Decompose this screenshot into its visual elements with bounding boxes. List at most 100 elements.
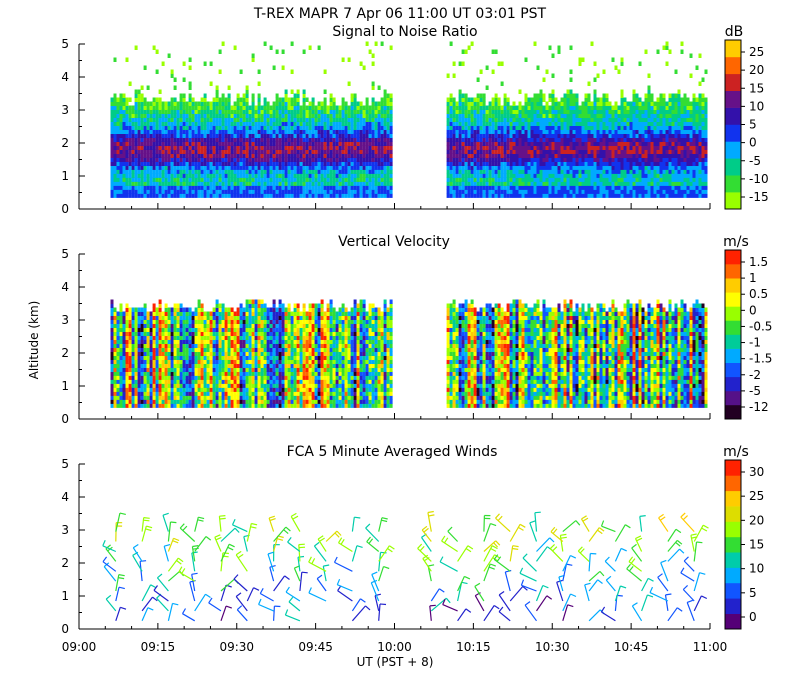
snr-cell: [473, 169, 477, 174]
snr-cell: [365, 121, 369, 126]
snr-cell: [599, 101, 603, 106]
snr-cell: [614, 121, 618, 126]
velocity-cell: [119, 303, 123, 308]
snr-cell: [152, 193, 156, 198]
snr-cell: [641, 157, 645, 162]
snr-cell: [680, 125, 684, 130]
colorbar-swatch: [725, 141, 741, 159]
snr-cell: [182, 109, 186, 114]
snr-cell: [692, 173, 696, 178]
velocity-cell: [131, 351, 135, 356]
snr-cell: [182, 169, 186, 174]
snr-cell: [212, 157, 216, 162]
snr-cell: [383, 161, 387, 166]
snr-cell: [128, 97, 132, 102]
snr-cell: [689, 121, 693, 126]
snr-cell: [140, 181, 144, 186]
snr-cell: [146, 109, 150, 114]
snr-cell: [656, 161, 660, 166]
snr-cell: [341, 161, 345, 166]
snr-cell: [461, 117, 465, 122]
snr-cell: [161, 61, 165, 66]
snr-cell: [110, 149, 114, 154]
snr-cell: [176, 157, 180, 162]
snr-cell: [218, 129, 222, 134]
snr-cell: [248, 149, 252, 154]
snr-cell: [626, 109, 630, 114]
snr-cell: [326, 117, 330, 122]
snr-cell: [269, 169, 273, 174]
snr-cell: [662, 141, 666, 146]
snr-cell: [476, 153, 480, 158]
snr-cell: [296, 105, 300, 110]
snr-cell: [311, 173, 315, 178]
snr-cell: [470, 149, 474, 154]
snr-cell: [650, 113, 654, 118]
snr-cell: [305, 161, 309, 166]
snr-cell: [356, 129, 360, 134]
snr-cell: [539, 177, 543, 182]
snr-cell: [158, 117, 162, 122]
snr-cell: [644, 125, 648, 130]
snr-cell: [527, 177, 531, 182]
snr-cell: [200, 189, 204, 194]
snr-cell: [389, 157, 393, 162]
snr-cell: [512, 189, 516, 194]
snr-cell: [689, 105, 693, 110]
snr-cell: [347, 193, 351, 198]
velocity-cell: [128, 311, 132, 316]
snr-cell: [209, 165, 213, 170]
snr-cell: [203, 149, 207, 154]
snr-cell: [458, 173, 462, 178]
snr-cell: [686, 189, 690, 194]
snr-cell: [602, 161, 606, 166]
snr-cell: [599, 181, 603, 186]
snr-cell: [215, 157, 219, 162]
snr-cell: [545, 117, 549, 122]
snr-cell: [164, 177, 168, 182]
snr-cell: [596, 193, 600, 198]
snr-cell: [671, 165, 675, 170]
snr-cell: [287, 177, 291, 182]
snr-cell: [155, 189, 159, 194]
snr-cell: [386, 177, 390, 182]
snr-cell: [152, 149, 156, 154]
snr-cell: [656, 157, 660, 162]
snr-cell: [632, 141, 636, 146]
snr-cell: [377, 101, 381, 106]
velocity-cell: [110, 303, 114, 308]
snr-cell: [179, 121, 183, 126]
snr-cell: [284, 89, 288, 94]
snr-cell: [647, 177, 651, 182]
snr-cell: [134, 161, 138, 166]
snr-cell: [338, 141, 342, 146]
snr-cell: [326, 153, 330, 158]
snr-cell: [644, 185, 648, 190]
snr-cell: [479, 101, 483, 106]
snr-cell: [161, 105, 165, 110]
snr-cell: [656, 177, 660, 182]
snr-cell: [209, 181, 213, 186]
snr-cell: [368, 165, 372, 170]
snr-cell: [335, 129, 339, 134]
snr-cell: [590, 161, 594, 166]
snr-cell: [320, 161, 324, 166]
snr-cell: [242, 169, 246, 174]
snr-cell: [224, 141, 228, 146]
snr-cell: [671, 141, 675, 146]
snr-cell: [494, 133, 498, 138]
snr-cell: [614, 165, 618, 170]
snr-cell: [227, 161, 231, 166]
snr-cell: [185, 165, 189, 170]
snr-cell: [473, 105, 477, 110]
snr-cell: [446, 169, 450, 174]
snr-cell: [302, 49, 306, 54]
snr-cell: [380, 185, 384, 190]
snr-cell: [593, 93, 597, 98]
snr-cell: [569, 117, 573, 122]
snr-cell: [155, 177, 159, 182]
snr-cell: [698, 177, 702, 182]
snr-cell: [368, 105, 372, 110]
snr-cell: [290, 149, 294, 154]
snr-cell: [554, 161, 558, 166]
